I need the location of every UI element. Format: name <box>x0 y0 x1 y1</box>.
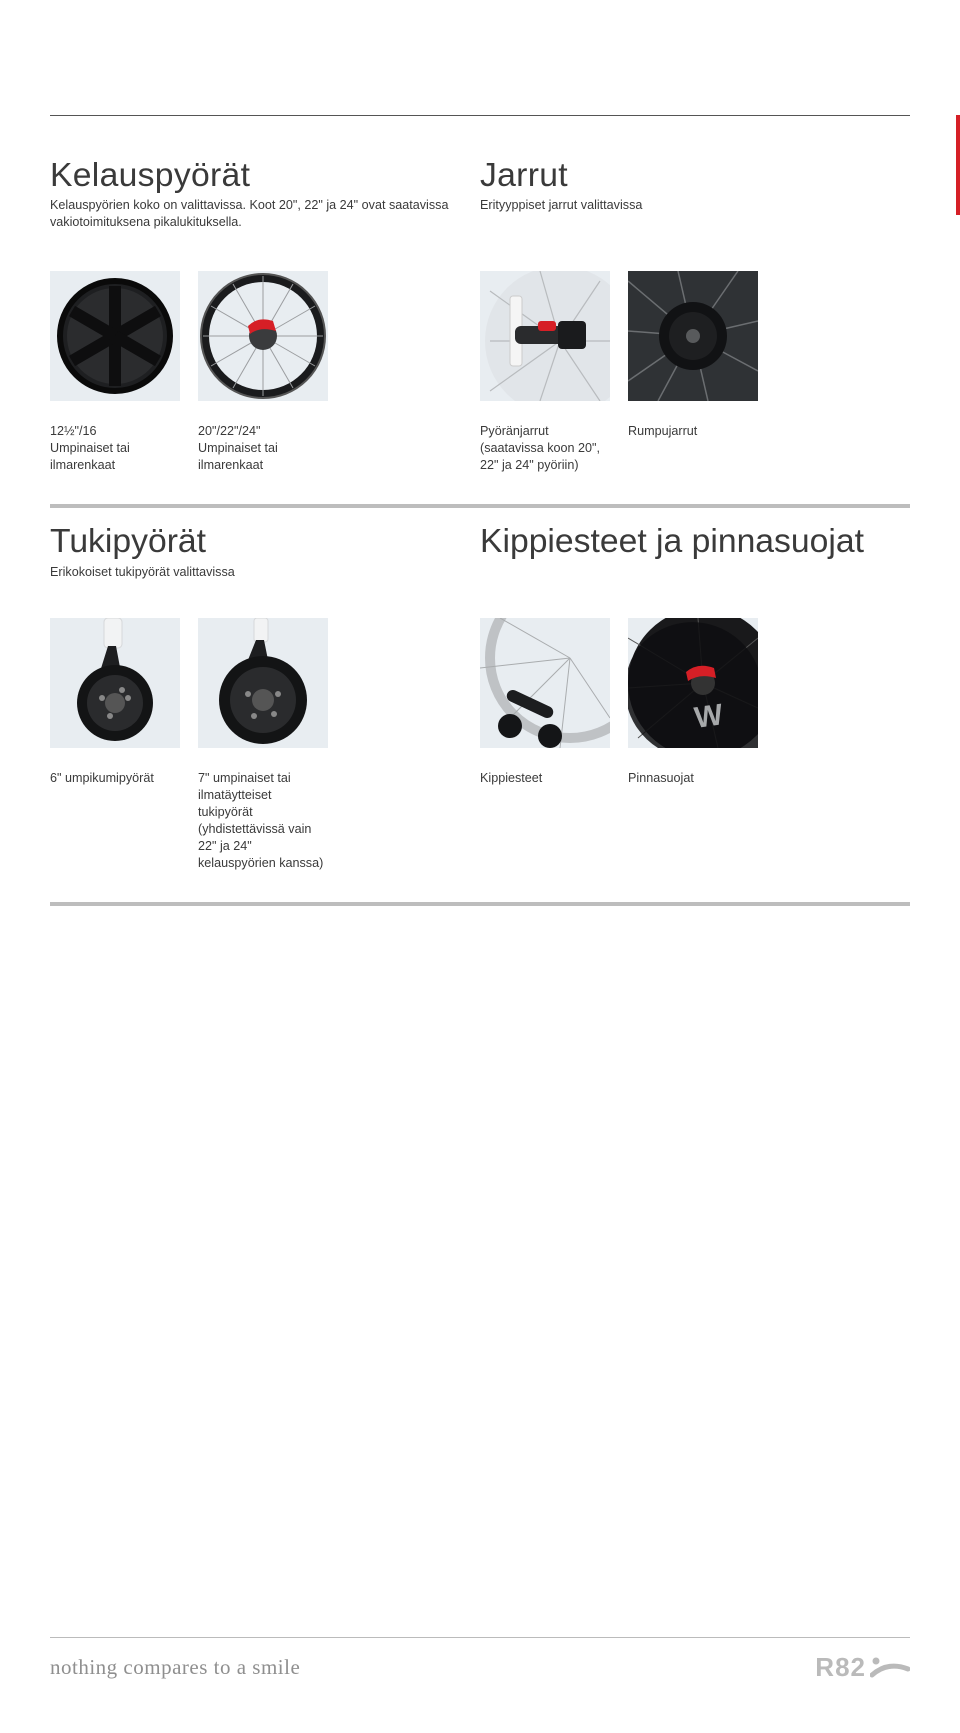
section-kelauspyorat: Kelauspyörät Kelauspyörien koko on valit… <box>50 156 480 231</box>
kippiesteet-title: Kippiesteet ja pinnasuojat <box>480 522 910 561</box>
section-jarrut: Jarrut Erityyppiset jarrut valittavissa <box>480 156 910 231</box>
section-headings-row-1: Kelauspyörät Kelauspyörien koko on valit… <box>50 156 910 231</box>
caption-wheel-brake: Pyöränjarrut(saatavissa koon 20", 22" ja… <box>480 423 610 474</box>
tukipyorat-subtitle: Erikokoiset tukipyörät valittavissa <box>50 565 480 579</box>
footer: nothing compares to a smile R82 <box>50 1637 910 1683</box>
svg-text:W: W <box>692 698 725 735</box>
captions-row-2-left: 6" umpikumipyörät 7" umpinaiset tai ilma… <box>50 760 480 872</box>
page: Kelauspyörät Kelauspyörien koko on valit… <box>0 115 960 1733</box>
captions-row-2-right: Kippiesteet Pinnasuojat <box>480 760 910 872</box>
thumbs-row-1-left <box>50 231 480 401</box>
logo-swoosh-icon <box>870 1655 910 1681</box>
captions-row-1-right: Pyöränjarrut(saatavissa koon 20", 22" ja… <box>480 413 910 474</box>
thumbs-row-1-right <box>480 231 910 401</box>
caption-anti-tip: Kippiesteet <box>480 770 610 787</box>
kelauspyorat-subtitle: Kelauspyörien koko on valittavissa. Koot… <box>50 197 480 231</box>
mid-right: Kippiesteet ja pinnasuojat <box>480 474 910 582</box>
thumb-wheel-brake <box>480 271 610 401</box>
rule-right-2 <box>480 902 910 906</box>
caption-wheel-small: 12½"/16Umpinaiset tai ilmarenkaat <box>50 423 180 474</box>
mid-section-row: Tukipyörät Erikokoiset tukipyörät valitt… <box>50 474 910 582</box>
red-edge-strip <box>956 115 960 215</box>
thumb-spoke-guard: W <box>628 618 758 748</box>
caption-spoke-guard: Pinnasuojat <box>628 770 758 787</box>
captions-row-1: 12½"/16Umpinaiset tai ilmarenkaat 20"/22… <box>50 413 910 474</box>
captions-row-1-left: 12½"/16Umpinaiset tai ilmarenkaat 20"/22… <box>50 413 480 474</box>
bottom-rules-row <box>50 872 910 906</box>
thumbs-row-2-right: W <box>480 582 910 748</box>
thumbs-row-2: W <box>50 582 910 748</box>
footer-slogan: nothing compares to a smile <box>50 1655 300 1680</box>
caption-castor-6: 6" umpikumipyörät <box>50 770 180 787</box>
kelauspyorat-title: Kelauspyörät <box>50 156 480 195</box>
thumbs-row-1 <box>50 231 910 401</box>
caption-castor-7: 7" umpinaiset tai ilmatäytteiset tukipyö… <box>198 770 328 872</box>
rule-left-1 <box>50 504 480 508</box>
top-horizontal-rule <box>50 115 910 116</box>
thumb-wheel-small <box>50 271 180 401</box>
footer-logo: R82 <box>815 1652 910 1683</box>
thumb-wheel-large-spoked <box>198 271 328 401</box>
jarrut-subtitle: Erityyppiset jarrut valittavissa <box>480 197 910 214</box>
logo-text: R82 <box>815 1652 866 1683</box>
rule-right-1 <box>480 504 910 508</box>
thumb-castor-7 <box>198 618 328 748</box>
caption-drum-brake: Rumpujarrut <box>628 423 758 440</box>
thumbs-row-2-left <box>50 582 480 748</box>
thumb-drum-brake <box>628 271 758 401</box>
thumb-anti-tip <box>480 618 610 748</box>
thumb-castor-6 <box>50 618 180 748</box>
rule-left-2 <box>50 902 480 906</box>
tukipyorat-title: Tukipyörät <box>50 522 480 561</box>
jarrut-title: Jarrut <box>480 156 910 195</box>
mid-left: Tukipyörät Erikokoiset tukipyörät valitt… <box>50 474 480 582</box>
kippiesteet-subtitle <box>480 565 910 582</box>
captions-row-2: 6" umpikumipyörät 7" umpinaiset tai ilma… <box>50 760 910 872</box>
caption-wheel-large: 20"/22"/24"Umpinaiset tai ilmarenkaat <box>198 423 328 474</box>
